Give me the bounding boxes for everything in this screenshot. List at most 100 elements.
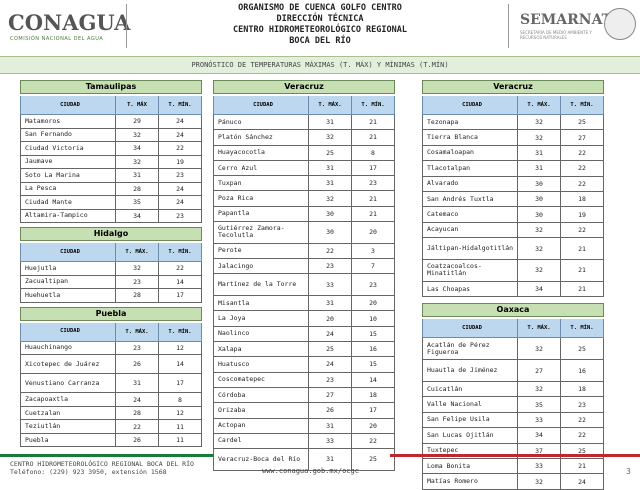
cell: 25	[308, 342, 351, 357]
cell: 34	[115, 209, 158, 222]
cell: 25	[560, 443, 603, 458]
cell: 15	[351, 357, 394, 372]
table-row: Papantla 30 21	[213, 206, 395, 223]
table-row: Puebla 26 11	[20, 433, 202, 448]
cell: 22	[560, 145, 603, 161]
table-row: Huayacocotla 25 8	[213, 145, 395, 161]
cell: 32	[517, 222, 560, 238]
table-row: Tezonapa 32 25	[422, 115, 604, 131]
cell: 37	[517, 443, 560, 458]
header-cell: T. MÍN.	[158, 322, 201, 341]
cell: Poza Rica	[218, 194, 254, 203]
cell: 22	[560, 428, 603, 443]
cell: 31	[517, 145, 560, 161]
cell: Venustiano Carranza	[25, 378, 100, 387]
cell: 31	[308, 176, 351, 191]
table-row: Ciudad Victoria 34 22	[20, 142, 202, 156]
table-row: Zacualtipan 23 14	[20, 275, 202, 289]
table-row: Poza Rica 32 21	[213, 191, 395, 207]
cell: Zacualtipan	[25, 277, 69, 286]
cell: 3	[351, 243, 394, 259]
table-header: CIUDAD T. MÁX. T. MÍN.	[213, 96, 395, 115]
header-line: CENTRO HIDROMETEOROLÓGICO REGIONAL	[233, 25, 407, 35]
cell: Martínez de la Torre	[218, 280, 297, 289]
cell: 35	[115, 196, 158, 209]
cell: 30	[308, 206, 351, 222]
table-row: Córdoba 27 18	[213, 387, 395, 404]
table-row: La Pesca 28 24	[20, 182, 202, 196]
table-row: Huautla de Jiménez 27 16	[422, 360, 604, 383]
cell: 23	[115, 275, 158, 288]
cell: 33	[517, 412, 560, 428]
cell: 32	[115, 155, 158, 168]
cell: 17	[351, 403, 394, 418]
cell: 12	[158, 406, 201, 420]
stripe	[0, 454, 213, 457]
cell: Las Choapas	[427, 284, 471, 293]
header-lines: ORGANISMO DE CUENCA GOLFO CENTRO DIRECCIÓ…	[200, 3, 440, 47]
cell: Soto La Marina	[25, 170, 80, 179]
table-row: Naolinco 24 15	[213, 326, 395, 343]
column: Tamaulipas CIUDAD T. MÁX T. MÍN. Matamoros 29…	[20, 80, 202, 448]
cell: 22	[158, 142, 201, 155]
cell: Zacapoaxtla	[25, 395, 69, 403]
cell: 14	[351, 372, 394, 387]
cell: 20	[351, 418, 394, 433]
table-title: Tamaulipas	[20, 80, 202, 94]
cell: Acatlán de Pérez Figueroa	[427, 340, 490, 356]
cell: Huayacocotla	[218, 148, 265, 157]
cell: 20	[351, 296, 394, 311]
cell: 28	[115, 406, 158, 420]
table-row: Jáltipan-Hidalgotitlán 32 21	[422, 238, 604, 260]
table: Veracruz CIUDAD T. MÁX. T. MÍN. Pánuco 31 21 Pl…	[213, 80, 395, 471]
cell: Ciudad Mante	[25, 197, 72, 206]
table-title: Hidalgo	[20, 227, 202, 241]
table-row: Coatzacoalcos-Minatitlán 32 21	[422, 260, 604, 282]
cell: Xicotepec de Juárez	[25, 359, 100, 368]
cell: Catemaco	[427, 210, 459, 219]
cell: 31	[308, 418, 351, 433]
cell: 31	[308, 449, 351, 470]
cell: 33	[308, 433, 351, 449]
header-line: ORGANISMO DE CUENCA GOLFO CENTRO	[238, 3, 402, 13]
cell: Loma Bonita	[427, 461, 471, 470]
cell: 23	[115, 341, 158, 354]
cell: 31	[115, 169, 158, 182]
cell: 21	[351, 206, 394, 222]
cell: 24	[158, 182, 201, 195]
cell: 23	[308, 259, 351, 274]
cell: 32	[517, 382, 560, 397]
cell: 31	[517, 161, 560, 176]
cell: Papantla	[218, 209, 250, 218]
divider	[126, 4, 127, 48]
cell: 17	[351, 160, 394, 176]
banner: PRONÓSTICO DE TEMPERATURAS MÁXIMAS (T. M…	[0, 56, 640, 74]
cell: 21	[351, 115, 394, 130]
cell: 24	[308, 357, 351, 372]
cell: Orizaba	[218, 405, 246, 414]
cell: Tierra Blanca	[427, 133, 478, 142]
cell: Huejutla	[25, 263, 57, 272]
cell: Alvarado	[427, 179, 459, 188]
table-row: Tuxtepec 37 25	[422, 443, 604, 459]
cell: 17	[158, 374, 201, 393]
cell: 33	[517, 458, 560, 474]
cell: Huauchinango	[25, 343, 72, 352]
cell: 24	[158, 196, 201, 209]
table-row: Catemaco 30 19	[422, 207, 604, 223]
cell: 11	[158, 420, 201, 433]
table-row: Tuxpan 31 23	[213, 176, 395, 192]
table-row: Cardel 33 22	[213, 433, 395, 450]
cell: 27	[560, 130, 603, 145]
cell: Jáltipan-Hidalgotitlán	[427, 244, 514, 253]
cell: 23	[351, 274, 394, 296]
header-cell: T. MÍN.	[560, 96, 603, 114]
footer-url: www.conagua.gob.mx/ocgc	[262, 467, 359, 475]
cell: 32	[517, 474, 560, 489]
cell: 31	[115, 374, 158, 393]
cell: 8	[351, 145, 394, 160]
header-cell: CIUDAD	[60, 101, 80, 108]
cell: La Pesca	[25, 184, 57, 193]
cell: 34	[517, 428, 560, 443]
cell: 7	[351, 259, 394, 274]
